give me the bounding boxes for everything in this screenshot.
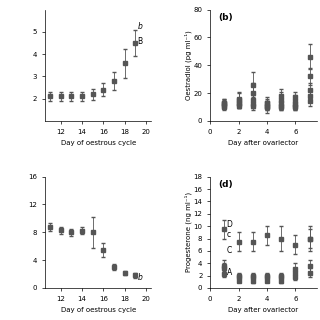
- X-axis label: Day of oestrous cycle: Day of oestrous cycle: [60, 140, 136, 146]
- Text: B: B: [138, 37, 143, 46]
- X-axis label: Day of oestrous cycle: Day of oestrous cycle: [60, 307, 136, 313]
- Text: (d): (d): [219, 180, 233, 189]
- Text: C: C: [227, 246, 232, 255]
- Text: b: b: [138, 22, 142, 31]
- Y-axis label: Progesterone (ng ml⁻¹): Progesterone (ng ml⁻¹): [185, 192, 192, 272]
- X-axis label: Day after ovariector: Day after ovariector: [228, 307, 299, 313]
- X-axis label: Day after ovariector: Day after ovariector: [228, 140, 299, 146]
- Text: (b): (b): [219, 13, 233, 22]
- Text: D: D: [227, 220, 232, 229]
- Text: c: c: [227, 230, 231, 239]
- Text: b: b: [138, 273, 142, 282]
- Text: A: A: [227, 268, 232, 277]
- Y-axis label: Oestradiol (pg ml⁻¹): Oestradiol (pg ml⁻¹): [185, 30, 192, 100]
